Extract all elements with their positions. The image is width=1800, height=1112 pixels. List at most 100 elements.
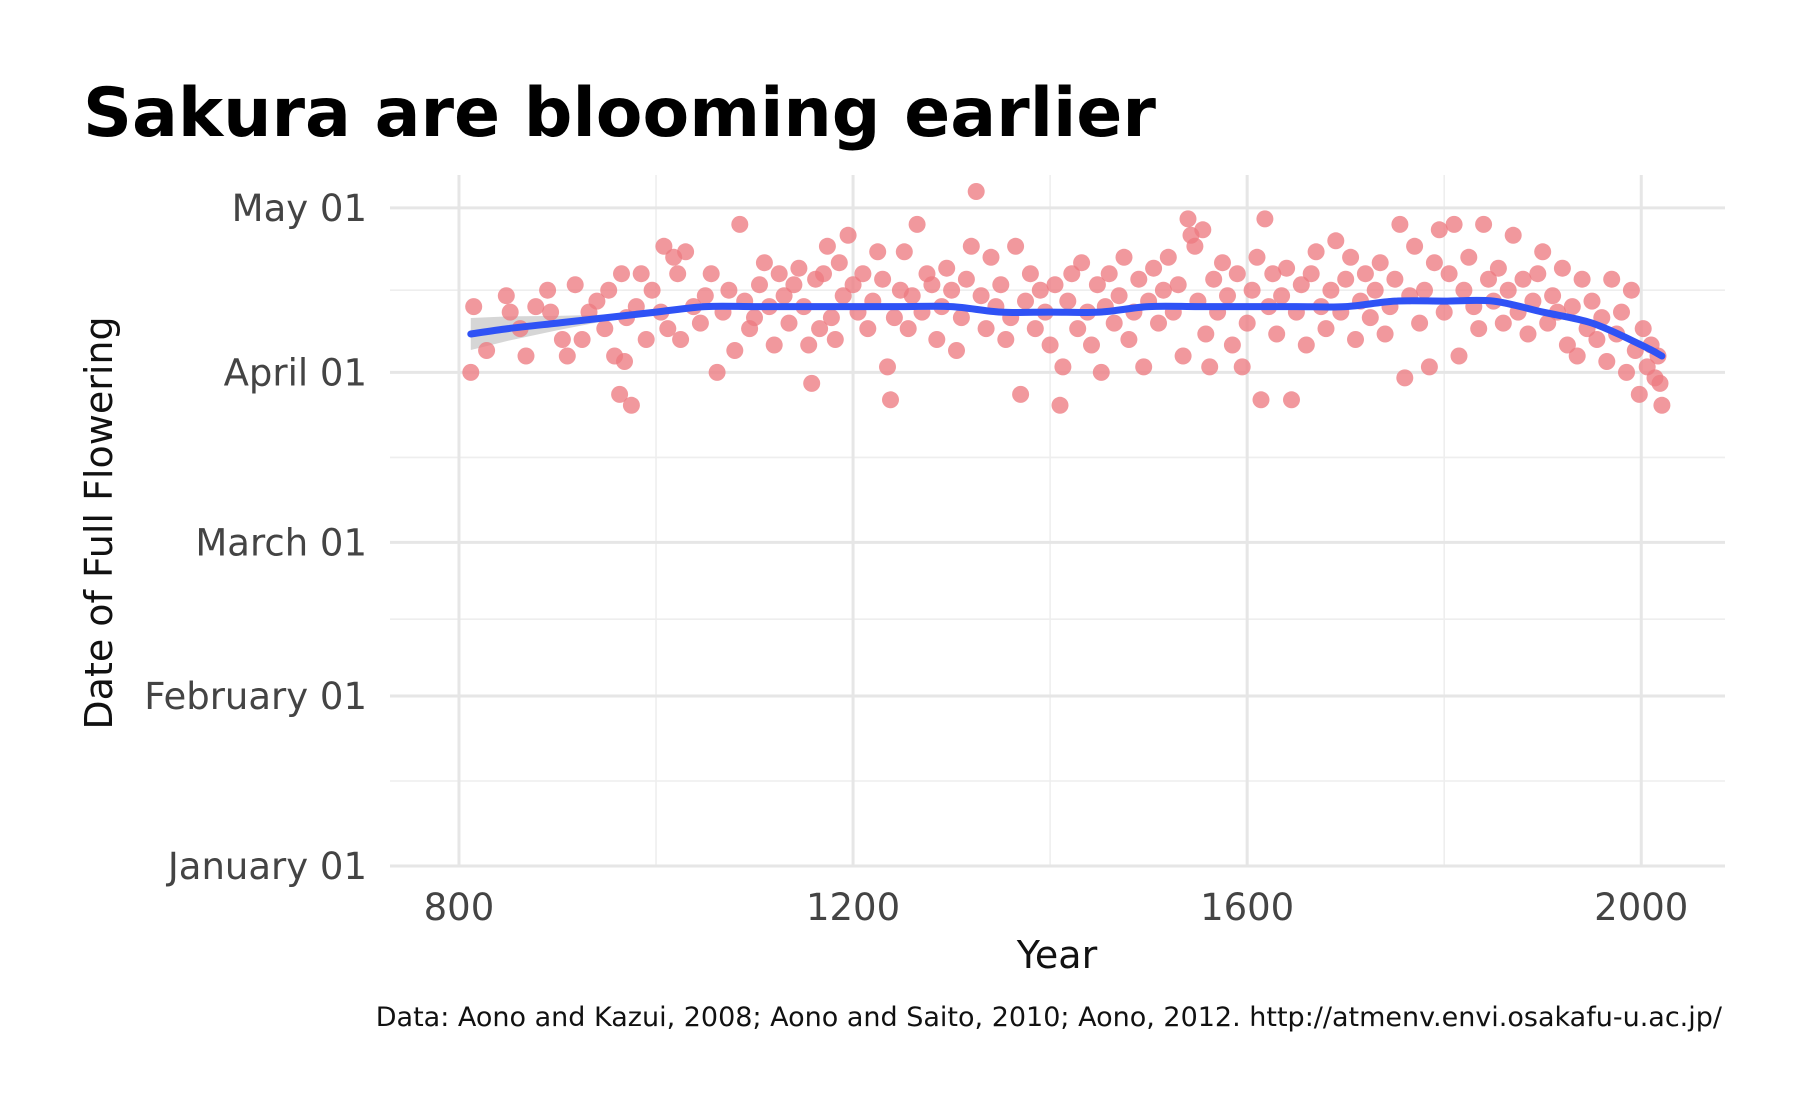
x-tick-label: 1600	[1200, 886, 1294, 929]
scatter-point	[497, 287, 515, 305]
scatter-point	[948, 342, 965, 359]
scatter-point	[632, 265, 650, 283]
scatter-point	[1059, 292, 1077, 310]
scatter-point	[1514, 270, 1532, 288]
scatter-point	[643, 281, 661, 299]
x-axis-title: Year	[1016, 933, 1098, 977]
scatter-point	[1504, 226, 1522, 244]
scatter-point	[501, 303, 519, 321]
scatter-point	[696, 287, 714, 305]
scatter-point	[1154, 281, 1172, 299]
scatter-point	[1302, 265, 1320, 283]
scatter-point	[1268, 325, 1286, 343]
scatter-point	[1233, 358, 1251, 376]
scatter-point	[1386, 270, 1404, 288]
scatter-point	[1054, 358, 1072, 376]
scatter-point	[854, 265, 872, 283]
scatter-point	[803, 374, 821, 392]
scatter-point	[1026, 320, 1044, 338]
scatter-point	[573, 331, 591, 348]
scatter-point	[611, 385, 629, 403]
scatter-point	[1228, 265, 1246, 283]
scatter-point	[1406, 237, 1424, 255]
scatter-point	[1347, 331, 1364, 348]
scatter-point	[1179, 210, 1197, 228]
scatter-point	[1017, 292, 1034, 310]
scatter-point	[1603, 270, 1621, 288]
scatter-point	[677, 243, 695, 261]
scatter-point	[1273, 287, 1291, 305]
scatter-point	[1558, 336, 1576, 354]
scatter-point	[613, 265, 630, 283]
y-tick-label: March 01	[195, 521, 367, 564]
scatter-point	[1105, 314, 1123, 332]
scatter-point	[1470, 320, 1488, 338]
scatter-point	[844, 276, 862, 294]
scatter-point	[1494, 314, 1512, 332]
scatter-point	[1051, 396, 1069, 414]
scatter-point	[1342, 248, 1360, 266]
scatter-point	[746, 309, 763, 327]
scatter-point	[834, 287, 852, 305]
scatter-point	[1539, 314, 1557, 332]
scatter-point	[600, 281, 618, 299]
scatter-point	[1371, 254, 1389, 272]
scatter-point	[811, 320, 829, 338]
scatter-point	[1499, 281, 1517, 299]
scatter-point	[1435, 303, 1453, 321]
chart-caption: Data: Aono and Kazui, 2008; Aono and Sai…	[376, 1002, 1723, 1033]
scatter-point	[1297, 336, 1315, 354]
scatter-point	[879, 358, 896, 376]
scatter-point	[1529, 265, 1547, 283]
scatter-point	[1519, 325, 1537, 343]
scatter-point	[903, 287, 921, 305]
scatter-point	[596, 320, 614, 338]
scatter-point	[869, 243, 887, 261]
scatter-point	[895, 243, 913, 261]
scatter-point	[720, 281, 738, 299]
scatter-point	[977, 320, 995, 338]
y-tick-label: May 01	[232, 187, 367, 230]
scatter-point	[800, 336, 818, 354]
scatter-point	[785, 276, 803, 294]
scatter-point	[1219, 287, 1236, 305]
scatter-point	[1337, 270, 1355, 288]
scatter-point	[669, 265, 687, 283]
scatter-point	[885, 309, 903, 327]
scatter-point	[1583, 292, 1601, 310]
scatter-point	[465, 298, 483, 316]
scatter-point	[826, 331, 844, 348]
y-tick-label: April 01	[224, 351, 367, 394]
scatter-point	[1317, 320, 1335, 338]
scatter-point	[1613, 303, 1630, 321]
scatter-point	[1135, 358, 1153, 376]
scatter-point	[553, 331, 571, 348]
scatter-point	[616, 353, 633, 370]
scatter-point	[1411, 314, 1429, 332]
y-tick-label: January 01	[166, 845, 367, 888]
scatter-point	[527, 298, 545, 316]
y-axis-title: Date of Full Flowering	[77, 316, 121, 729]
scatter-point	[1475, 215, 1493, 233]
scatter-point	[1445, 215, 1463, 233]
scatter-point	[957, 270, 975, 288]
y-tick-label: February 01	[144, 675, 367, 718]
scatter-point	[1573, 270, 1591, 288]
scatter-point	[874, 270, 892, 288]
scatter-point	[1069, 320, 1087, 338]
scatter-point	[478, 342, 496, 359]
scatter-point	[1083, 336, 1100, 354]
scatter-point	[1322, 281, 1340, 299]
scatter-point	[790, 259, 808, 277]
scatter-point	[1088, 276, 1106, 294]
scatter-point	[1063, 265, 1081, 283]
scatter-point	[1366, 281, 1384, 299]
x-tick-label: 800	[424, 886, 495, 929]
scatter-point	[859, 320, 877, 338]
scatter-point	[1489, 259, 1507, 277]
scatter-point	[1376, 325, 1394, 343]
scatter-point	[1460, 248, 1478, 266]
scatter-point	[952, 309, 970, 327]
